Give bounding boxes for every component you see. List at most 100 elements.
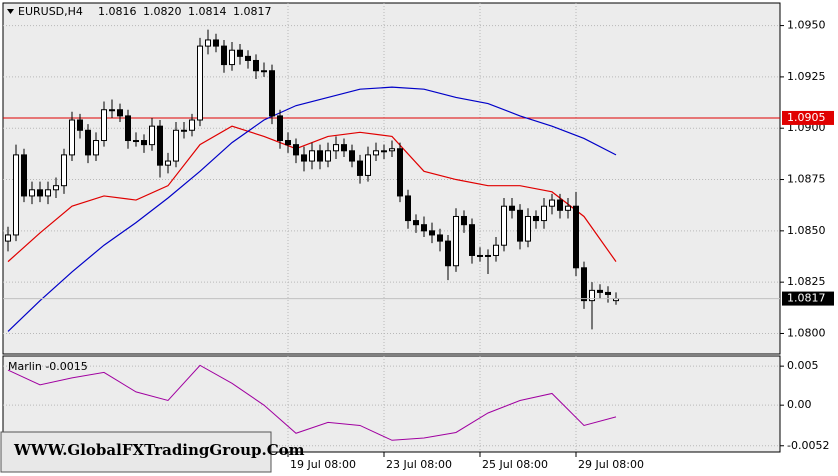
candle-body bbox=[373, 150, 379, 156]
hline-label: 1.0905 bbox=[787, 111, 826, 124]
candle-body bbox=[461, 215, 467, 226]
candle-body bbox=[413, 220, 419, 226]
x-tick-label: 23 Jul 08:00 bbox=[386, 458, 452, 471]
candle-body bbox=[237, 49, 243, 57]
candle-body bbox=[485, 254, 491, 257]
x-tick-label: 19 Jul 08:00 bbox=[290, 458, 356, 471]
candle-body bbox=[357, 160, 363, 176]
candle-body bbox=[85, 129, 91, 156]
candle-body bbox=[445, 240, 451, 267]
candle-body bbox=[109, 109, 115, 112]
y-tick-label: 0.00 bbox=[787, 398, 812, 411]
candle-body bbox=[317, 150, 323, 162]
symbol: EURUSD,H4 bbox=[18, 5, 83, 18]
candle-body bbox=[157, 125, 163, 166]
candle-body bbox=[453, 215, 459, 267]
y-tick-label: 1.0925 bbox=[787, 70, 826, 83]
candle-body bbox=[517, 209, 523, 242]
candle-body bbox=[213, 39, 219, 47]
candle-body bbox=[101, 109, 107, 142]
candle-body bbox=[349, 150, 355, 162]
oscillator-title: Marlin -0.0015 bbox=[8, 360, 88, 373]
header-value: 1.0814 bbox=[188, 5, 227, 18]
y-tick-label: 1.0850 bbox=[787, 224, 826, 237]
candle-body bbox=[229, 49, 235, 66]
candle-body bbox=[93, 140, 99, 156]
candle-body bbox=[565, 205, 571, 211]
candle-body bbox=[45, 189, 51, 197]
candle-body bbox=[397, 148, 403, 197]
price-label-box bbox=[782, 291, 834, 306]
candle-body bbox=[253, 59, 259, 72]
candle-body bbox=[173, 129, 179, 162]
candle-body bbox=[277, 115, 283, 142]
candle-body bbox=[573, 205, 579, 269]
price-label: 1.0817 bbox=[787, 292, 826, 305]
candle-body bbox=[533, 215, 539, 222]
candle-body bbox=[437, 234, 443, 242]
candle-body bbox=[21, 154, 27, 197]
candle-body bbox=[509, 205, 515, 211]
y-tick-label: 1.0800 bbox=[787, 326, 826, 339]
oscillator-line bbox=[7, 364, 617, 441]
candle-body bbox=[37, 189, 43, 197]
candle-body bbox=[221, 45, 227, 66]
candle-body bbox=[293, 144, 299, 156]
header-value: 1.0817 bbox=[233, 5, 272, 18]
candle-body bbox=[365, 154, 371, 176]
candle-body bbox=[205, 39, 211, 47]
candle-body bbox=[341, 144, 347, 152]
candle-body bbox=[525, 215, 531, 242]
candle-body bbox=[589, 289, 595, 302]
candle-body bbox=[5, 234, 11, 242]
candle-body bbox=[501, 205, 507, 246]
candle-body bbox=[269, 70, 275, 117]
candle-body bbox=[181, 129, 187, 132]
candle-body bbox=[165, 160, 171, 166]
candle-body bbox=[389, 148, 395, 152]
hline-label-box bbox=[782, 110, 834, 125]
y-tick-label: -0.0052 bbox=[787, 439, 829, 452]
candle-body bbox=[581, 267, 587, 302]
candle-body bbox=[133, 140, 139, 143]
y-tick-label: 1.0825 bbox=[787, 275, 826, 288]
candle-body bbox=[493, 244, 499, 256]
watermark: WWW.GlobalFXTradingGroup.Com bbox=[13, 441, 305, 459]
y-tick-label: 1.0950 bbox=[787, 19, 826, 32]
candle-body bbox=[13, 154, 19, 236]
plot-layer: 1.09501.09251.09001.08751.08501.08251.08… bbox=[3, 3, 834, 471]
y-tick-label: 1.0875 bbox=[787, 173, 826, 186]
candle-body bbox=[309, 150, 315, 162]
candle-body bbox=[333, 144, 339, 152]
header-value: 1.0816 bbox=[98, 5, 137, 18]
candle-body bbox=[53, 185, 59, 191]
candle-body bbox=[605, 291, 611, 295]
candle-body bbox=[29, 189, 35, 197]
candle-body bbox=[549, 199, 555, 207]
candle-body bbox=[301, 154, 307, 162]
candle-body bbox=[245, 55, 251, 61]
candle-body bbox=[421, 224, 427, 232]
candle-body bbox=[557, 199, 563, 211]
candle-body bbox=[405, 195, 411, 222]
candle-body bbox=[141, 140, 147, 146]
candle-body bbox=[469, 224, 475, 256]
candle-body bbox=[77, 119, 83, 131]
candle-body bbox=[325, 150, 331, 162]
candle-body bbox=[285, 140, 291, 146]
header-value: 1.0820 bbox=[143, 5, 182, 18]
candle-body bbox=[381, 150, 387, 153]
candle-body bbox=[261, 70, 267, 73]
candle-body bbox=[597, 289, 603, 293]
candle-body bbox=[69, 119, 75, 156]
candle-body bbox=[117, 109, 123, 117]
candle-body bbox=[477, 254, 483, 257]
main-panel bbox=[2, 2, 781, 355]
candle-body bbox=[125, 115, 131, 142]
candle-body bbox=[61, 154, 67, 187]
menu-arrow bbox=[7, 9, 14, 14]
x-tick-label: 29 Jul 08:00 bbox=[578, 458, 644, 471]
candle-body bbox=[149, 125, 155, 146]
